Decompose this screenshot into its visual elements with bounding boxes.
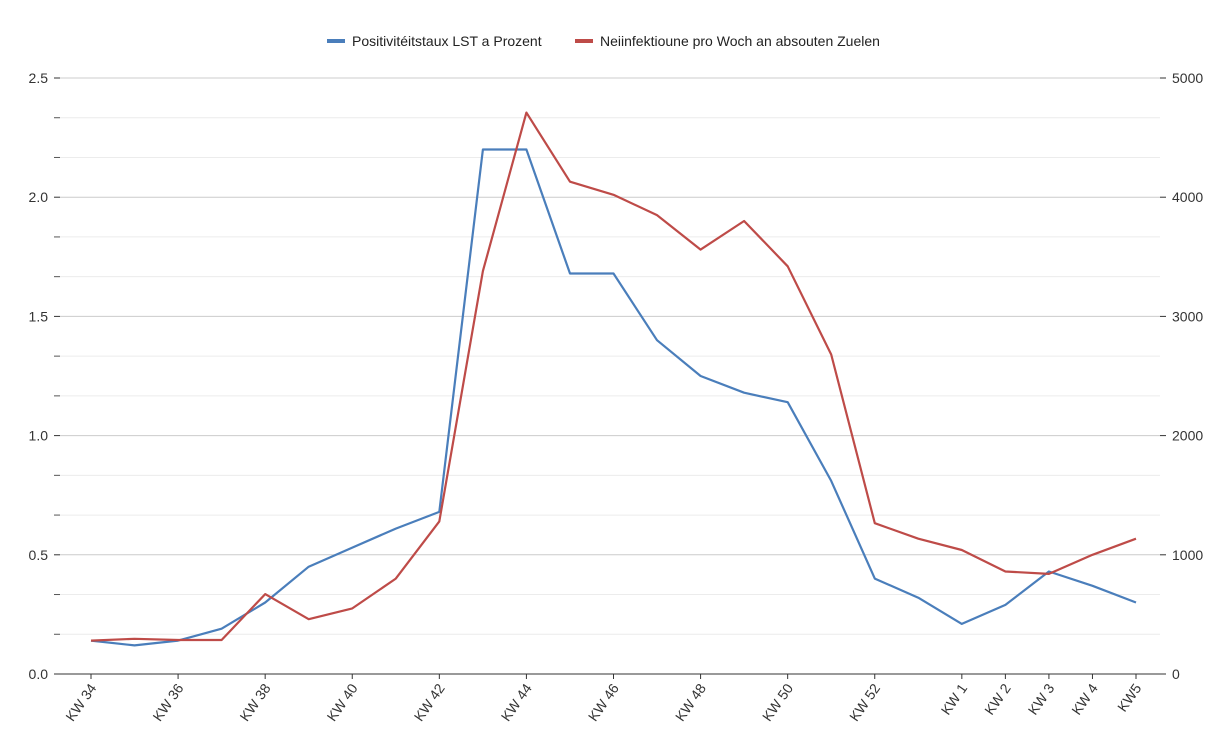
data-point-new-infections[interactable] — [216, 634, 228, 646]
data-point-new-infections[interactable] — [433, 515, 445, 527]
legend: Positivitéitstaux LST a Prozent Neiinfek… — [327, 33, 880, 49]
x-tick-label: KW 38 — [236, 680, 273, 724]
data-point-new-infections[interactable] — [346, 602, 358, 614]
data-point-new-infections[interactable] — [477, 265, 489, 277]
data-point-positivity[interactable] — [303, 561, 315, 573]
left-y-tick-label: 0.0 — [29, 666, 49, 682]
legend-item-positivity[interactable]: Positivitéitstaux LST a Prozent — [327, 33, 542, 49]
data-point-positivity[interactable] — [1086, 580, 1098, 592]
data-point-new-infections[interactable] — [303, 613, 315, 625]
series-line-positivity — [90, 148, 1137, 647]
data-point-positivity[interactable] — [782, 396, 794, 408]
data-point-new-infections[interactable] — [956, 544, 968, 556]
data-point-positivity[interactable] — [956, 618, 968, 630]
data-point-positivity[interactable] — [390, 523, 402, 535]
data-point-new-infections[interactable] — [695, 244, 707, 256]
left-y-tick-label: 2.5 — [29, 70, 49, 86]
data-point-positivity[interactable] — [651, 334, 663, 346]
data-point-new-infections[interactable] — [999, 565, 1011, 577]
right-y-tick-label: 0 — [1172, 666, 1180, 682]
right-y-tick-label: 3000 — [1172, 308, 1203, 324]
right-y-axis: 0 1000 2000 3000 4000 5000 — [1160, 70, 1203, 682]
data-point-new-infections[interactable] — [259, 588, 271, 600]
x-tick-label: KW 44 — [498, 680, 535, 724]
data-point-new-infections[interactable] — [85, 635, 97, 647]
data-point-positivity[interactable] — [695, 370, 707, 382]
data-point-new-infections[interactable] — [608, 189, 620, 201]
series-line-new-infections — [90, 111, 1137, 642]
data-point-positivity[interactable] — [477, 144, 489, 156]
legend-label-positivity: Positivitéitstaux LST a Prozent — [352, 33, 542, 49]
x-axis: KW 34 KW 36 KW 38 KW 40 KW 42 KW 44 KW 46 KW 48… — [62, 674, 1145, 724]
data-point-positivity[interactable] — [999, 599, 1011, 611]
x-tick-label: KW 46 — [585, 680, 622, 724]
left-y-tick-label: 1.5 — [29, 308, 49, 324]
data-point-new-infections[interactable] — [390, 573, 402, 585]
data-point-new-infections[interactable] — [1086, 549, 1098, 561]
data-point-new-infections[interactable] — [1043, 568, 1055, 580]
data-point-new-infections[interactable] — [1130, 533, 1142, 545]
data-point-positivity[interactable] — [738, 387, 750, 399]
data-point-new-infections[interactable] — [564, 176, 576, 188]
x-tick-label: KW 34 — [62, 680, 99, 724]
gridlines — [54, 77, 1160, 675]
data-point-positivity[interactable] — [869, 573, 881, 585]
data-point-new-infections[interactable] — [172, 634, 184, 646]
data-point-new-infections[interactable] — [912, 533, 924, 545]
left-y-axis: 0.0 0.5 1.0 1.5 2.0 2.5 — [29, 70, 60, 682]
x-tick-label: KW 50 — [759, 680, 796, 724]
data-point-positivity[interactable] — [346, 542, 358, 554]
x-tick-label: KW 42 — [411, 680, 448, 724]
data-point-positivity[interactable] — [1130, 596, 1142, 608]
x-tick-label: KW 52 — [846, 680, 883, 724]
data-point-new-infections[interactable] — [825, 349, 837, 361]
data-point-positivity[interactable] — [912, 592, 924, 604]
right-y-tick-label: 1000 — [1172, 547, 1203, 563]
data-point-new-infections[interactable] — [869, 517, 881, 529]
x-tick-label: KW5 — [1114, 680, 1145, 714]
data-point-positivity[interactable] — [216, 623, 228, 635]
x-tick-label: KW 3 — [1025, 680, 1058, 717]
left-y-tick-label: 1.0 — [29, 428, 49, 444]
data-point-positivity[interactable] — [608, 267, 620, 279]
x-tick-label: KW 1 — [938, 680, 971, 717]
data-point-positivity[interactable] — [564, 267, 576, 279]
left-y-tick-label: 2.0 — [29, 189, 49, 205]
data-point-new-infections[interactable] — [520, 107, 532, 119]
legend-item-new-infections[interactable]: Neiinfektioune pro Woch an absouten Zuel… — [575, 33, 880, 49]
x-tick-label: KW 2 — [981, 680, 1014, 717]
data-point-new-infections[interactable] — [129, 633, 141, 645]
data-point-positivity[interactable] — [520, 144, 532, 156]
series-layer — [85, 107, 1142, 647]
left-y-tick-label: 0.5 — [29, 547, 49, 563]
x-tick-label: KW 4 — [1068, 680, 1101, 717]
right-y-tick-label: 2000 — [1172, 428, 1203, 444]
right-y-tick-label: 4000 — [1172, 189, 1203, 205]
x-tick-label: KW 40 — [324, 680, 361, 724]
data-point-new-infections[interactable] — [651, 209, 663, 221]
legend-label-new-infections: Neiinfektioune pro Woch an absouten Zuel… — [600, 33, 880, 49]
data-point-new-infections[interactable] — [782, 260, 794, 272]
right-y-tick-label: 5000 — [1172, 70, 1203, 86]
x-tick-label: KW 36 — [149, 680, 186, 724]
data-point-new-infections[interactable] — [738, 215, 750, 227]
data-point-positivity[interactable] — [825, 475, 837, 487]
x-tick-label: KW 48 — [672, 680, 709, 724]
